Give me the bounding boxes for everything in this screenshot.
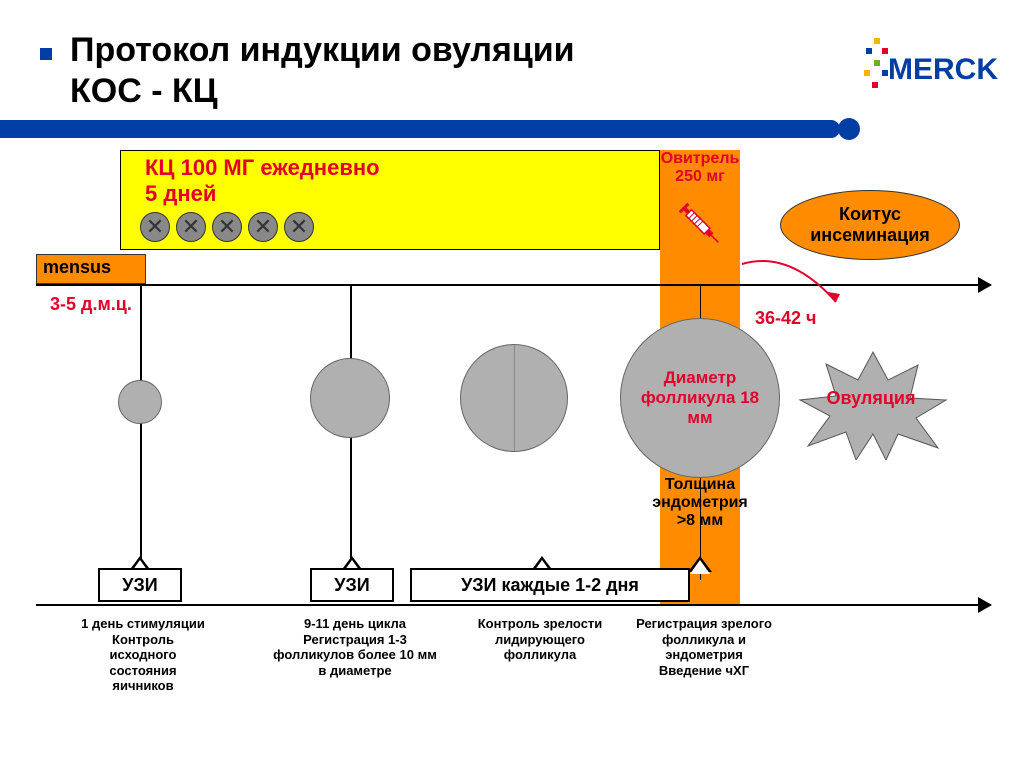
coitus-text: Коитус инсеминация [781, 204, 959, 246]
endo-l1: Толщина [665, 476, 735, 493]
axis-top-arrow [978, 277, 992, 293]
follicle-mature-label: Диаметр фолликула 18 мм [629, 368, 771, 428]
title-bullet [40, 48, 52, 60]
follicle-small [118, 380, 162, 424]
vline-1 [140, 285, 142, 580]
caption-3: Контроль зрелости лидирующего фолликула [460, 616, 620, 663]
follicle-medium [310, 358, 390, 438]
pill-icon: ✕ [284, 212, 314, 242]
kc-text: КЦ 100 МГ ежедневно 5 дней [145, 155, 380, 207]
mensus-box: mensus [36, 254, 146, 284]
endo-l3: >8 мм [677, 512, 723, 529]
uzi-box-2: УЗИ [310, 568, 394, 602]
divider-bar [0, 120, 840, 138]
uzi-box-1: УЗИ [98, 568, 182, 602]
kc-line2: 5 дней [145, 181, 216, 206]
ovitrel-label: Овитрель 250 мг [660, 150, 740, 186]
slide: Протокол индукции овуляции КОС - КЦ MERC… [0, 0, 1024, 768]
ovitrel-l2: 250 мг [675, 168, 725, 185]
caption-4: Регистрация зрелого фолликула и эндометр… [624, 616, 784, 678]
endo-l2: эндометрия [652, 494, 748, 511]
kc-line1: КЦ 100 МГ ежедневно [145, 155, 380, 180]
follicle-mature: Диаметр фолликула 18 мм [620, 318, 780, 478]
uzi-box-3: УЗИ каждые 1-2 дня [410, 568, 690, 602]
caption-2: 9-11 день циклаРегистрация 1-3 фолликуло… [270, 616, 440, 678]
slide-title: Протокол индукции овуляции КОС - КЦ [70, 30, 575, 112]
title-line2: КОС - КЦ [70, 72, 218, 110]
caption-1: 1 день стимуляцииКонтроль исходного сост… [78, 616, 208, 694]
logo-squares [854, 34, 894, 104]
title-line1: Протокол индукции овуляции [70, 31, 575, 69]
pill-icon: ✕ [176, 212, 206, 242]
mensus-label: mensus [43, 257, 111, 277]
axis-bottom [36, 604, 986, 606]
syringe-icon [672, 196, 728, 252]
merck-logo: MERCK [844, 26, 1004, 114]
logo-text: MERCK [888, 53, 998, 87]
follicle-large [460, 344, 568, 452]
coitus-oval: Коитус инсеминация [780, 190, 960, 260]
ovitrel-l1: Овитрель [661, 150, 740, 167]
divider-cap [838, 118, 860, 140]
axis-bottom-arrow [978, 597, 992, 613]
axis-top [36, 284, 986, 286]
endometrium-label: Толщина эндометрия >8 мм [608, 476, 792, 530]
time-label: 36-42 ч [755, 308, 817, 329]
ovulation-label: Овуляция [806, 388, 936, 409]
pill-icon: ✕ [212, 212, 242, 242]
pill-icon: ✕ [140, 212, 170, 242]
pill-icon: ✕ [248, 212, 278, 242]
dmc-label: 3-5 д.м.ц. [50, 294, 132, 315]
